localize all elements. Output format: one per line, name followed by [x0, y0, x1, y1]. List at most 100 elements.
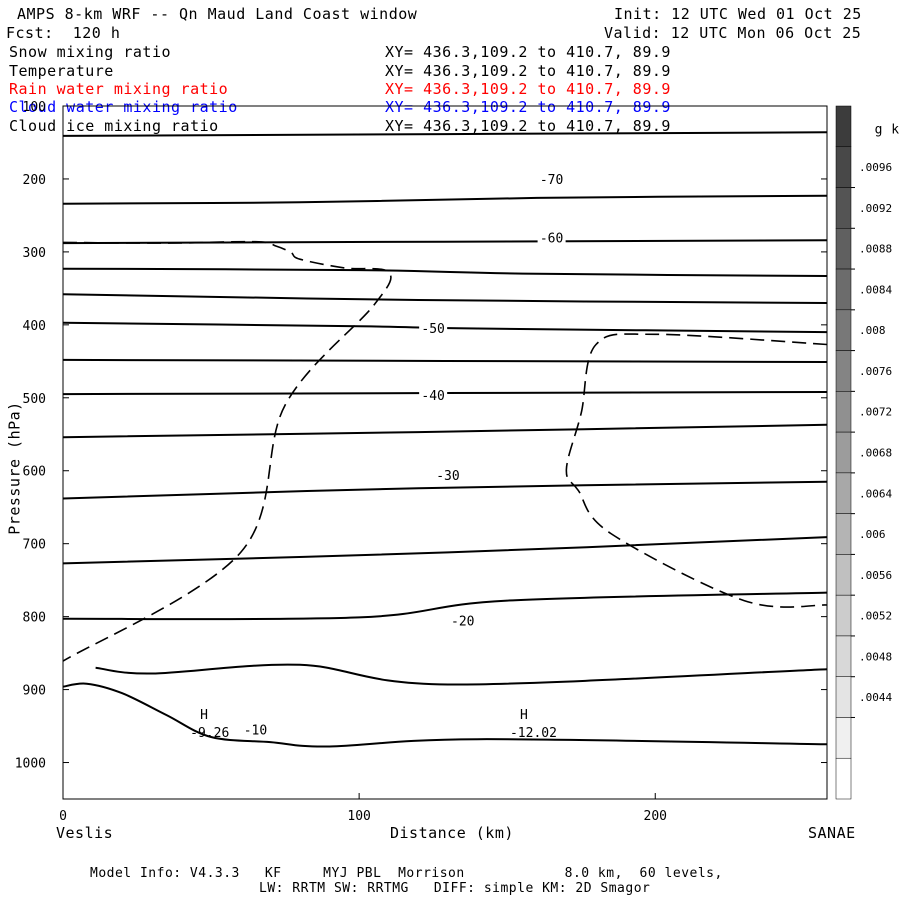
forecast-hour: Fcst: 120 h	[6, 24, 121, 42]
colorbar-swatch	[835, 228, 852, 270]
isotherm-label: -70	[540, 173, 563, 188]
y-tick-label: 100	[23, 100, 46, 115]
model-title: AMPS 8-km WRF -- Qn Maud Land Coast wind…	[17, 5, 418, 23]
colorbar-label: .0064	[859, 487, 892, 500]
colorbar-swatch	[835, 513, 852, 555]
field-xy: XY= 436.3,109.2 to 410.7, 89.9	[385, 98, 671, 116]
isotherm-contours: -70 -60 -50 -40 -30 -20 -10	[62, 131, 828, 748]
y-tick-label: 400	[23, 319, 46, 334]
field-xy: XY= 436.3,109.2 to 410.7, 89.9	[385, 62, 671, 80]
isotherm-label-bg	[419, 320, 448, 335]
colorbar-label: .0092	[859, 202, 892, 215]
isotherm-line	[62, 591, 828, 621]
dashed-contour-left	[62, 240, 392, 662]
colorbar-unit: g kg-1	[858, 102, 900, 138]
isotherm-line	[62, 293, 828, 304]
colorbar-swatch	[835, 635, 852, 677]
colorbar-swatch	[835, 676, 852, 718]
x-tick-label: 200	[644, 809, 667, 824]
isotherm-label: -10	[244, 724, 267, 739]
field-name: Cloud water mixing ratio	[9, 98, 238, 116]
init-time: Init: 12 UTC Wed 01 Oct 25	[614, 5, 862, 23]
y-tick-label: 900	[23, 684, 46, 699]
chart-axes: 100 200 300 400 500 600 700 800 900 1000 0 100 200	[15, 100, 828, 824]
field-name: Rain water mixing ratio	[9, 80, 229, 98]
plot-frame	[62, 105, 828, 800]
colorbar-swatch	[835, 105, 852, 148]
x-tick-label: 100	[347, 809, 370, 824]
colorbar-unit-text: g kg	[874, 122, 900, 138]
colorbar-swatch	[835, 594, 852, 637]
colorbar-swatch	[835, 554, 852, 596]
colorbar-swatch	[835, 757, 852, 800]
colorbar-label: .006	[859, 528, 886, 541]
y-tick-label: 800	[23, 611, 46, 626]
colorbar-label: .0096	[859, 161, 892, 174]
colorbar-label: .0052	[859, 610, 892, 623]
colorbar-swatch	[835, 717, 852, 759]
colorbar-label: .0048	[859, 650, 892, 663]
isotherm-label-bg	[419, 387, 448, 402]
isotherm-line	[62, 267, 828, 277]
high-marker: H	[520, 708, 528, 723]
model-info: Model Info: V4.3.3 KF MYJ PBL Morrison 8…	[90, 866, 723, 881]
x-axis-label: Distance (km)	[390, 824, 514, 842]
isotherm-line	[62, 131, 828, 137]
field-xy: XY= 436.3,109.2 to 410.7, 89.9	[385, 43, 671, 61]
high-value: -9.26	[190, 726, 229, 741]
high-marker: H	[200, 708, 208, 723]
isotherm-line	[95, 663, 828, 686]
isotherm-label: -20	[451, 614, 474, 629]
field-name: Temperature	[9, 62, 114, 80]
colorbar-label: .0072	[859, 406, 892, 419]
colorbar-label: .0044	[859, 691, 892, 704]
isotherm-line	[62, 480, 828, 500]
y-tick-label: 1000	[15, 757, 46, 772]
dashed-contour-right	[565, 333, 828, 608]
isotherm-line	[62, 358, 828, 363]
colorbar: .0096 .0092 .0088 .0084 .008 .0076 .0072 .0068.…	[835, 105, 892, 800]
y-tick-label: 600	[23, 465, 46, 480]
high-value: -12.02	[510, 726, 557, 741]
x-tick-label: 0	[59, 809, 67, 824]
y-tick-label: 200	[23, 173, 46, 188]
y-axis-label: Pressure (hPa)	[5, 401, 24, 535]
colorbar-label: .0076	[859, 365, 892, 378]
colorbar-label: .0056	[859, 569, 892, 582]
isotherm-line	[62, 321, 828, 334]
x-right-endpoint-label: SANAE	[808, 824, 856, 842]
colorbar-swatch	[835, 268, 852, 311]
y-tick-label: 300	[23, 246, 46, 261]
field-name: Snow mixing ratio	[9, 43, 172, 61]
mixing-ratio-contours: H -9.26 H -12.02	[62, 240, 828, 741]
isotherm-label-bg	[537, 171, 566, 186]
colorbar-swatch	[835, 431, 852, 474]
colorbar-swatch	[835, 309, 852, 351]
isotherm-label: -40	[421, 389, 444, 404]
colorbar-label: .0084	[859, 283, 892, 296]
field-xy: XY= 436.3,109.2 to 410.7, 89.9	[385, 117, 671, 135]
isotherm-label-bg	[448, 613, 477, 628]
colorbar-swatch	[835, 187, 852, 229]
isotherm-line	[62, 536, 828, 565]
colorbar-label: .0068	[859, 447, 892, 460]
isotherm-label: -60	[540, 231, 563, 246]
x-left-endpoint-label: Veslis	[56, 824, 114, 842]
isotherm-label: -50	[421, 322, 444, 337]
y-tick-label: 700	[23, 538, 46, 553]
colorbar-swatch	[835, 350, 852, 392]
field-xy: XY= 436.3,109.2 to 410.7, 89.9	[385, 80, 671, 98]
isotherm-label-bg	[537, 230, 566, 245]
isotherm-label: -30	[436, 469, 459, 484]
isotherm-label-bg	[241, 722, 270, 737]
colorbar-label: .008	[859, 324, 886, 337]
y-tick-label: 500	[23, 392, 46, 407]
valid-time: Valid: 12 UTC Mon 06 Oct 25	[604, 24, 862, 42]
isotherm-label-bg	[433, 468, 462, 483]
colorbar-label: .0088	[859, 243, 892, 256]
field-name: Cloud ice mixing ratio	[9, 117, 219, 135]
colorbar-swatch	[835, 472, 852, 514]
colorbar-swatch	[835, 391, 852, 433]
model-physics: LW: RRTM SW: RRTMG DIFF: simple KM: 2D S…	[259, 881, 651, 896]
